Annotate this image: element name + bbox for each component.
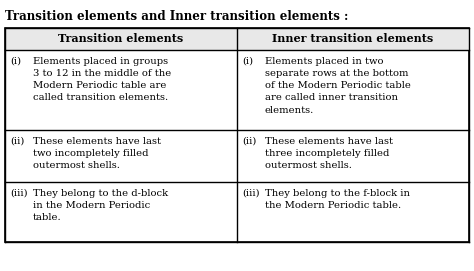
Text: Elements placed in two
separate rows at the bottom
of the Modern Periodic table
: Elements placed in two separate rows at … [265,57,411,115]
Text: (iii): (iii) [10,189,27,198]
Text: (i): (i) [242,57,253,66]
Text: Transition elements: Transition elements [58,34,183,44]
Bar [237,28,469,50]
Text: (ii): (ii) [10,137,24,146]
Text: These elements have last
two incompletely filled
outermost shells.: These elements have last two incompletel… [33,137,161,170]
Text: Transition elements and Inner transition elements :: Transition elements and Inner transition… [5,10,348,23]
Text: They belong to the f-block in
the Modern Periodic table.: They belong to the f-block in the Modern… [265,189,410,210]
Bar [5,28,469,242]
Text: They belong to the d-block
in the Modern Periodic
table.: They belong to the d-block in the Modern… [33,189,168,222]
Text: (iii): (iii) [242,189,260,198]
Text: These elements have last
three incompletely filled
outermost shells.: These elements have last three incomplet… [265,137,393,170]
Bar [5,28,237,50]
Text: Inner transition elements: Inner transition elements [273,34,434,44]
Text: Elements placed in groups
3 to 12 in the middle of the
Modern Periodic table are: Elements placed in groups 3 to 12 in the… [33,57,171,102]
Text: (i): (i) [10,57,21,66]
Text: (ii): (ii) [242,137,256,146]
